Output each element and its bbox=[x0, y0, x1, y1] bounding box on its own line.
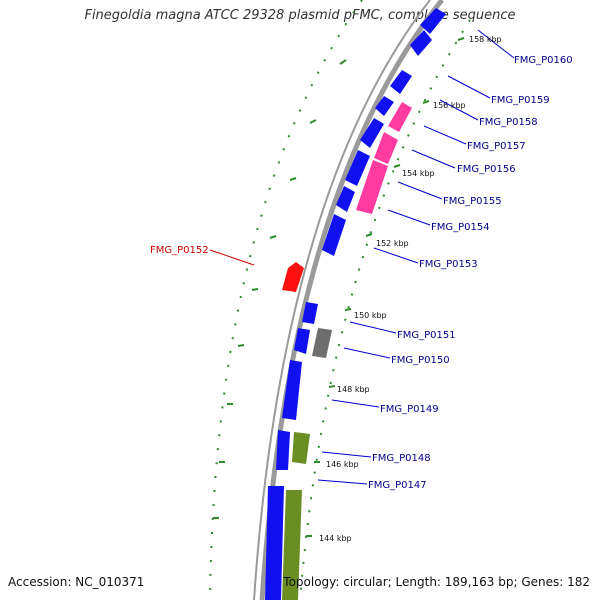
gene-block bbox=[302, 302, 318, 324]
gene-block bbox=[410, 30, 432, 56]
gene-label: FMG_P0160 bbox=[514, 55, 573, 66]
gene-blocks-blue bbox=[265, 8, 446, 600]
gene-block-red bbox=[282, 262, 304, 292]
label-line-red bbox=[209, 249, 255, 266]
gene-label: FMG_P0156 bbox=[457, 164, 516, 175]
gene-block bbox=[282, 490, 302, 600]
map-title: Finegoldia magna ATCC 29328 plasmid pFMC… bbox=[84, 8, 516, 23]
kbp-label: 152 kbp bbox=[376, 239, 409, 248]
backbone-inner bbox=[253, 0, 431, 600]
kbp-label: 158 kbp bbox=[469, 35, 502, 44]
gene-block bbox=[292, 432, 310, 464]
accession-text: Accession: NC_010371 bbox=[8, 575, 145, 589]
gene-block-gray bbox=[312, 328, 332, 358]
label-lines bbox=[317, 29, 515, 485]
gene-label: FMG_P0159 bbox=[491, 95, 550, 106]
kbp-label: 150 kbp bbox=[354, 311, 387, 320]
gene-labels: FMG_P0160 FMG_P0159 FMG_P0158 FMG_P0157 … bbox=[150, 55, 573, 491]
gene-label: FMG_P0153 bbox=[419, 259, 478, 270]
kbp-label: 144 kbp bbox=[319, 534, 352, 543]
gene-block bbox=[294, 328, 310, 354]
gene-label: FMG_P0147 bbox=[368, 480, 427, 491]
kbp-labels: 158 kbp 156 kbp 154 kbp 152 kbp 150 kbp … bbox=[319, 35, 502, 543]
kbp-label: 148 kbp bbox=[337, 385, 370, 394]
gene-block bbox=[356, 160, 388, 214]
gene-block bbox=[345, 150, 370, 186]
gene-label: FMG_P0157 bbox=[467, 141, 526, 152]
gene-label: FMG_P0151 bbox=[397, 330, 456, 341]
gene-block bbox=[276, 430, 290, 470]
gene-blocks-pink bbox=[356, 102, 412, 214]
gene-block bbox=[282, 360, 302, 420]
gene-label: FMG_P0148 bbox=[372, 453, 431, 464]
gene-label: FMG_P0154 bbox=[431, 222, 490, 233]
outer-ticks bbox=[213, 59, 347, 519]
gene-block bbox=[388, 102, 412, 132]
gene-label: FMG_P0155 bbox=[443, 196, 502, 207]
topology-info: Topology: circular; Length: 189,163 bp; … bbox=[283, 575, 590, 589]
gene-block bbox=[390, 70, 412, 94]
kbp-label: 156 kbp bbox=[433, 101, 466, 110]
gene-block bbox=[265, 486, 284, 600]
gene-block bbox=[322, 214, 346, 256]
gene-label: FMG_P0150 bbox=[391, 355, 450, 366]
gene-block bbox=[420, 8, 446, 34]
gene-block bbox=[336, 186, 355, 212]
kbp-label: 154 kbp bbox=[402, 169, 435, 178]
gene-label-red: FMG_P0152 bbox=[150, 245, 209, 256]
gene-label: FMG_P0158 bbox=[479, 117, 538, 128]
inner-ticks bbox=[306, 37, 465, 537]
gene-block bbox=[375, 96, 394, 116]
gene-block bbox=[360, 118, 384, 148]
gene-blocks-olive bbox=[282, 432, 310, 600]
gene-block bbox=[374, 132, 398, 164]
kbp-label: 146 kbp bbox=[326, 460, 359, 469]
gene-label: FMG_P0149 bbox=[380, 404, 439, 415]
